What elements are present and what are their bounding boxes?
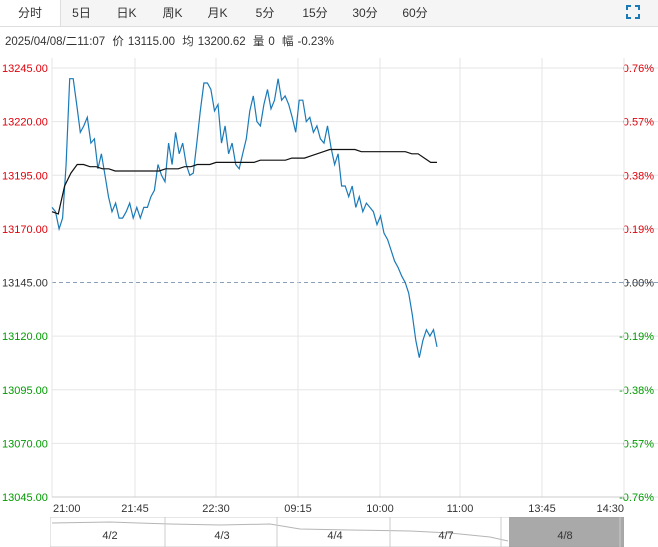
tab-1[interactable]: 分时 <box>0 0 61 26</box>
pct-tick-label: 0.76% <box>623 63 654 75</box>
y-tick-label: 13145.00 <box>2 278 48 290</box>
pct-tick-label: -0.76% <box>619 492 654 504</box>
average-line <box>51 148 437 215</box>
x-tick-label: 21:45 <box>121 503 149 515</box>
x-tick-label: 11:00 <box>447 503 474 515</box>
period-tab-bar: 分时 5日 日K 周K 月K 5分 15分 30分 60分 <box>0 0 658 27</box>
tab-8[interactable]: 30分 <box>352 6 378 20</box>
navigator-date-label: 4/2 <box>102 530 117 542</box>
y-tick-label: 13220.00 <box>2 117 48 129</box>
y-tick-label: 13070.00 <box>2 438 48 450</box>
pct-tick-label: 0.19% <box>623 224 654 236</box>
info-chg: -0.23% <box>297 36 334 48</box>
y-tick-label: 13095.00 <box>2 385 48 397</box>
pct-tick-label: 0.57% <box>623 117 654 129</box>
fullscreen-icon[interactable] <box>626 5 640 19</box>
navigator-date-label: 4/8 <box>557 530 572 542</box>
y-tick-label: 13120.00 <box>2 331 48 343</box>
y-tick-label: 13245.00 <box>2 63 48 75</box>
info-vol-label: 量 <box>252 36 265 48</box>
info-avg-label: 均 <box>182 36 194 48</box>
info-price: 13115.00 <box>127 36 176 48</box>
tab-2[interactable]: 5日 <box>72 6 91 20</box>
x-tick-label: 14:30 <box>596 503 624 515</box>
info-datetime: 2025/04/08/二11:07 <box>5 36 106 48</box>
x-tick-label: 22:30 <box>202 503 230 515</box>
y-tick-label: 13195.00 <box>2 170 48 182</box>
navigator-date-label: 4/7 <box>438 530 453 542</box>
navigator-date-label: 4/4 <box>327 530 342 542</box>
tab-5[interactable]: 月K <box>207 6 228 20</box>
info-avg: 13200.62 <box>197 36 246 48</box>
tab-6[interactable]: 5分 <box>255 6 275 20</box>
info-vol: 0 <box>268 36 275 48</box>
price-line <box>51 78 438 358</box>
tab-4[interactable]: 周K <box>162 6 183 20</box>
pct-tick-label: 0.00% <box>623 278 654 290</box>
pct-tick-label: 0.57% <box>623 438 654 450</box>
date-navigator[interactable]: 4/2 4/3 4/4 4/7 4/8 <box>50 517 624 547</box>
y-tick-label: 13045.00 <box>2 492 48 504</box>
info-price-label: 价 <box>112 36 124 48</box>
x-tick-label: 21:00 <box>53 503 81 515</box>
info-chg-label: 幅 <box>282 36 294 48</box>
pct-tick-label: 0.38% <box>623 170 654 182</box>
intraday-chart[interactable]: 13245.00 0.76% 13220.00 0.57% 13195.00 0.38% 1… <box>0 58 658 517</box>
navigator-date-label: 4/3 <box>214 530 229 542</box>
x-tick-label: 10:00 <box>366 503 394 515</box>
x-tick-label: 09:15 <box>284 503 312 515</box>
pct-tick-label: -0.19% <box>619 331 654 343</box>
tab-3[interactable]: 日K <box>116 6 137 20</box>
navigator-selection <box>509 517 624 547</box>
tab-7[interactable]: 15分 <box>302 6 328 20</box>
navigator-mini-line <box>51 521 509 542</box>
pct-tick-label: -0.38% <box>619 385 654 397</box>
y-tick-label: 13170.00 <box>2 224 48 236</box>
x-tick-label: 13:45 <box>528 503 556 515</box>
tab-9[interactable]: 60分 <box>402 6 428 20</box>
